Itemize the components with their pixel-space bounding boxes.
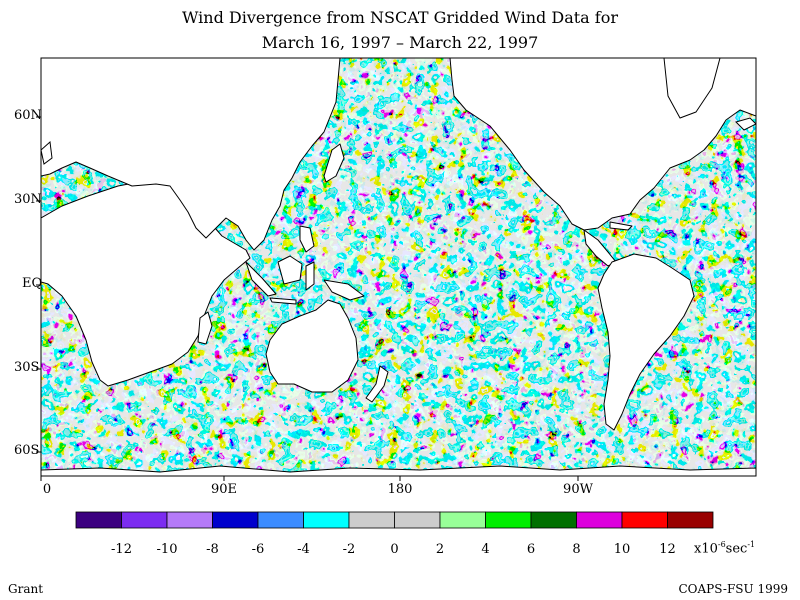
- units-exponent: -6: [717, 540, 726, 549]
- lat-label-30n: 30N: [14, 192, 42, 207]
- colorbar-swatch: [667, 511, 714, 529]
- land-masses: [41, 58, 756, 476]
- colorbar-tick-label: -6: [251, 542, 265, 557]
- borneo: [277, 255, 303, 285]
- units-unit-exponent: -1: [747, 540, 756, 549]
- south-america: [597, 253, 695, 431]
- lon-label-0: 0: [42, 482, 52, 497]
- units-unit: sec: [725, 541, 748, 557]
- colorbar-tick-label: -4: [297, 542, 310, 557]
- footer-credit: COAPS-FSU 1999: [678, 582, 789, 596]
- north-atlantic-islands: [41, 117, 756, 165]
- eurasia-landmass: [41, 58, 341, 251]
- lat-label-60n: 60N: [14, 108, 42, 123]
- sulawesi: [305, 261, 315, 291]
- colorbar-swatch: [576, 511, 623, 529]
- colorbar-tick-label: -10: [156, 542, 178, 557]
- colorbar-units: x10-6sec-1: [694, 540, 755, 556]
- philippines: [299, 225, 315, 253]
- antarctica-edge: [41, 465, 756, 476]
- units-base: x10: [694, 541, 718, 557]
- colorbar-tick-label: -8: [206, 542, 219, 557]
- footer-author: Grant: [8, 582, 44, 596]
- colorbar-swatch: [394, 511, 441, 529]
- colorbar-tick-label: 6: [526, 542, 536, 557]
- colorbar-swatch: [303, 511, 350, 529]
- title-line-1: Wind Divergence from NSCAT Gridded Wind …: [181, 8, 618, 27]
- colorbar-swatch: [212, 511, 259, 529]
- australia: [265, 299, 359, 393]
- japan: [323, 143, 345, 183]
- new-zealand: [365, 365, 389, 403]
- colorbar-tick-label: 0: [390, 542, 399, 557]
- colorbar-tick-label: 8: [572, 542, 581, 557]
- colorbar-tick-label: 10: [613, 542, 631, 557]
- colorbar-swatch: [439, 511, 486, 529]
- lon-label-180: 180: [387, 482, 413, 497]
- title-line-2: March 16, 1997 – March 22, 1997: [261, 33, 539, 52]
- lon-label-90e: 90E: [210, 482, 238, 497]
- colorbar-tick-label: 12: [659, 542, 676, 557]
- colorbar-swatch: [166, 511, 213, 529]
- map-frame: [40, 57, 757, 477]
- colorbar-swatch: [348, 511, 395, 529]
- madagascar: [197, 311, 213, 345]
- iceland: [735, 117, 756, 131]
- colorbar-swatch: [530, 511, 577, 529]
- colorbar: [75, 511, 714, 529]
- axis-ticks: [36, 116, 579, 481]
- colorbar-swatch: [75, 511, 122, 529]
- colorbar-tick-label: 4: [481, 542, 490, 557]
- greenland: [663, 58, 721, 119]
- colorbar-tick-label: 2: [435, 542, 445, 557]
- british-isles: [41, 140, 53, 165]
- lat-label-eq: EQ: [22, 276, 43, 291]
- lat-label-30s: 30S: [14, 360, 40, 375]
- colorbar-swatch: [485, 511, 532, 529]
- java: [269, 297, 297, 305]
- sumatra: [245, 261, 277, 297]
- colorbar-swatch: [257, 511, 304, 529]
- new-guinea: [323, 279, 365, 301]
- colorbar-tick-label: -2: [342, 542, 356, 557]
- colorbar-swatch: [121, 511, 168, 529]
- colorbar-swatch: [621, 511, 668, 529]
- lon-label-90w: 90W: [563, 482, 593, 497]
- cuba: [609, 221, 633, 231]
- lat-label-60s: 60S: [14, 443, 40, 458]
- colorbar-tick-label: -12: [111, 542, 132, 557]
